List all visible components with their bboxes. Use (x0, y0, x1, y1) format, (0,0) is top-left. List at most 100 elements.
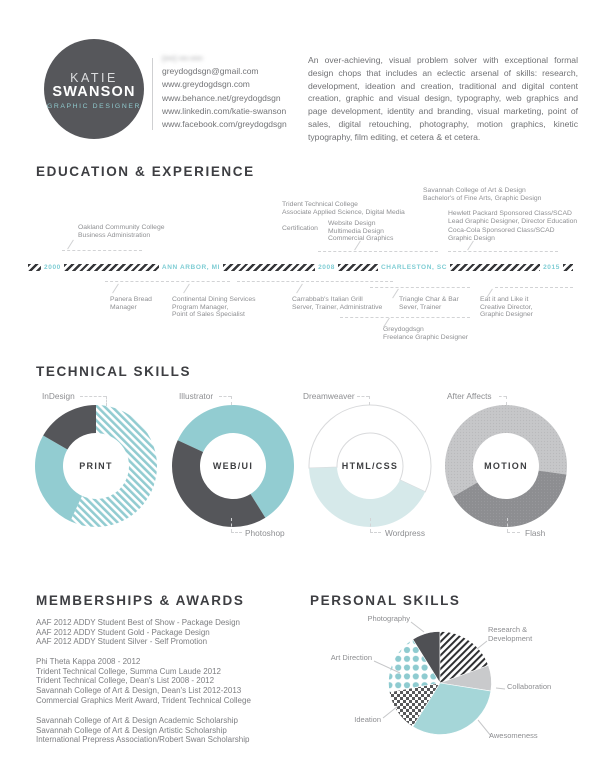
contact-link[interactable]: www.linkedin.com/katie-swanson (162, 105, 287, 116)
job-entry-eatit: Eat it and Like it Creative Director, Grap… (480, 296, 533, 319)
donut-webui-segment-photoshop (172, 440, 266, 527)
edu-entry-certification: Certification (282, 225, 318, 233)
connector-tick (392, 288, 399, 299)
header-divider (152, 58, 153, 130)
edu-line: Business Administration (78, 231, 151, 239)
motion-donut-chart (445, 404, 567, 527)
donut-htmlcss-segment-dreamweaver (308, 404, 432, 493)
connector-line (231, 396, 232, 405)
awesomeness-label: Awesomeness (489, 731, 538, 740)
print-center-label: PRINT (79, 461, 113, 471)
timeline-label-2008: 2008 (318, 263, 335, 271)
edu-line: Oakland Community College (78, 224, 165, 231)
edu-line: Trident Technical College (282, 201, 358, 208)
donut-print-segment-segment (43, 405, 96, 450)
connector-line (62, 250, 142, 251)
job-line: Point of Sales Specialist (172, 311, 245, 318)
job-line: Panera Bread (110, 296, 152, 303)
edu-line: Lead Graphic Designer, Director Educatio… (448, 217, 578, 225)
timeline-stripe (28, 263, 41, 271)
award-line: Savannah College of Art & Design, Dean's… (36, 686, 242, 696)
timeline-label-charleston: CHARLESTON, SC (380, 263, 448, 271)
award-line: International Prepress Association/Rober… (36, 735, 250, 745)
awards-group-addy: AAF 2012 ADDY Student Best of Show - Pac… (36, 618, 240, 647)
donut-motion-segment-flash (453, 470, 567, 527)
connector-line (318, 251, 438, 252)
edu-line: Website Design (328, 220, 376, 227)
photoshop-label: Photoshop (245, 528, 285, 538)
connector-line (340, 317, 470, 318)
award-line: Trident Technical College, Summa Cum Lau… (36, 666, 221, 676)
last-name: SWANSON (52, 84, 136, 100)
job-line: Sever, Trainer (399, 303, 442, 311)
edu-entry-cert-list: Website Design Multimedia Design Commercia… (328, 220, 393, 243)
connector-line (357, 396, 369, 397)
awards-group-honors: Phi Theta Kappa 2008 - 2012 Trident Techn… (36, 657, 251, 706)
wordpress-label: Wordpress (385, 528, 425, 538)
name-circle-badge (44, 39, 144, 139)
contact-link[interactable]: www.facebook.com/greydogdsgn (162, 119, 287, 130)
edu-line: Multimedia Design (328, 227, 384, 235)
name-block: KATIE SWANSON GRAPHIC DESIGNER (44, 71, 144, 111)
job-line: Greydogdsgn (383, 326, 424, 333)
connector-line (448, 251, 558, 252)
job-entry-greydogdsgn: Greydogdsgn Freelance Graphic Designer (383, 326, 468, 341)
edu-line: Coca-Cola Sponsored Class/SCAD (448, 227, 555, 234)
edu-line: Commercial Graphics (328, 235, 394, 242)
job-line: Continental Dining Services (172, 296, 256, 303)
job-line: Server, Trainer, Administrative (292, 303, 383, 311)
connector-line (219, 396, 231, 397)
connector-line (237, 281, 393, 282)
timeline-stripe (337, 263, 378, 271)
donut-print-segment-indesign (70, 405, 157, 527)
connector-tick (67, 239, 74, 250)
job-line: Graphic Designer (480, 311, 533, 318)
award-line: AAF 2012 ADDY Student Silver - Self Prom… (36, 637, 208, 647)
timeline-label-ann-arbor: ANN ARBOR, MI (161, 263, 221, 271)
connector-line (80, 396, 106, 397)
connector-tick (112, 283, 119, 294)
print-donut-chart (35, 405, 157, 527)
edu-line: Associate Applied Science, Digital Media (282, 208, 405, 216)
connector-line (370, 518, 371, 532)
job-line: Manager (110, 303, 137, 311)
connector-line (231, 518, 232, 532)
contact-link[interactable]: www.behance.net/greydogdsgn (162, 92, 281, 103)
edu-line: Graphic Design (448, 234, 495, 242)
contact-link[interactable]: www.greydogdsgn.com (162, 79, 250, 90)
connector-line (495, 287, 573, 288)
ideation-label: Ideation (354, 715, 381, 724)
personal-skills-heading: PERSONAL SKILLS (310, 593, 461, 608)
award-line: AAF 2012 ADDY Student Gold - Package Des… (36, 627, 210, 637)
donut-webui-segment-illustrator (177, 405, 294, 518)
connector-line (507, 532, 520, 533)
award-line: Commercial Graphics Merit Award, Trident… (36, 695, 251, 705)
connector-line (499, 396, 506, 397)
connector-line (370, 532, 381, 533)
timeline-stripe (562, 263, 573, 271)
after-effects-label: After Affects (447, 391, 492, 401)
connector-line (106, 396, 107, 406)
job-line: Program Manager, (172, 303, 229, 311)
contact-link[interactable]: greydogdsgn@gmail.com (162, 66, 259, 77)
edu-line: Savannah College of Art & Design (423, 187, 526, 194)
edu-entry-oakland: Oakland Community College Business Admini… (78, 224, 165, 239)
art-direction-label: Art Direction (330, 653, 372, 662)
job-line: Eat it and Like it (480, 296, 529, 303)
pie-personal-segment-art-direction (388, 638, 441, 693)
donut-print-segment-segment (35, 435, 83, 522)
htmlcss-center-label: HTML/CSS (341, 461, 399, 471)
job-entry-carrabba: Carrabbab's Italian Grill Server, Trainer… (292, 296, 382, 311)
award-line: AAF 2012 ADDY Student Best of Show - Pac… (36, 618, 240, 627)
job-entry-panera: Panera Bread Manager (110, 296, 152, 311)
timeline-label-2000: 2000 (44, 263, 61, 271)
timeline-stripe (223, 263, 316, 271)
first-name: KATIE (70, 71, 118, 85)
donut-motion-segment-after-affects (445, 404, 567, 497)
timeline-label-2015: 2015 (543, 263, 560, 271)
awards-group-scholarships: Savannah College of Art & Design Academi… (36, 716, 249, 745)
webui-donut-chart (172, 405, 294, 527)
personal-skills-pie-chart (388, 631, 492, 735)
timeline-stripe (450, 263, 541, 271)
award-line: Savannah College of Art & Design Academi… (36, 716, 238, 725)
